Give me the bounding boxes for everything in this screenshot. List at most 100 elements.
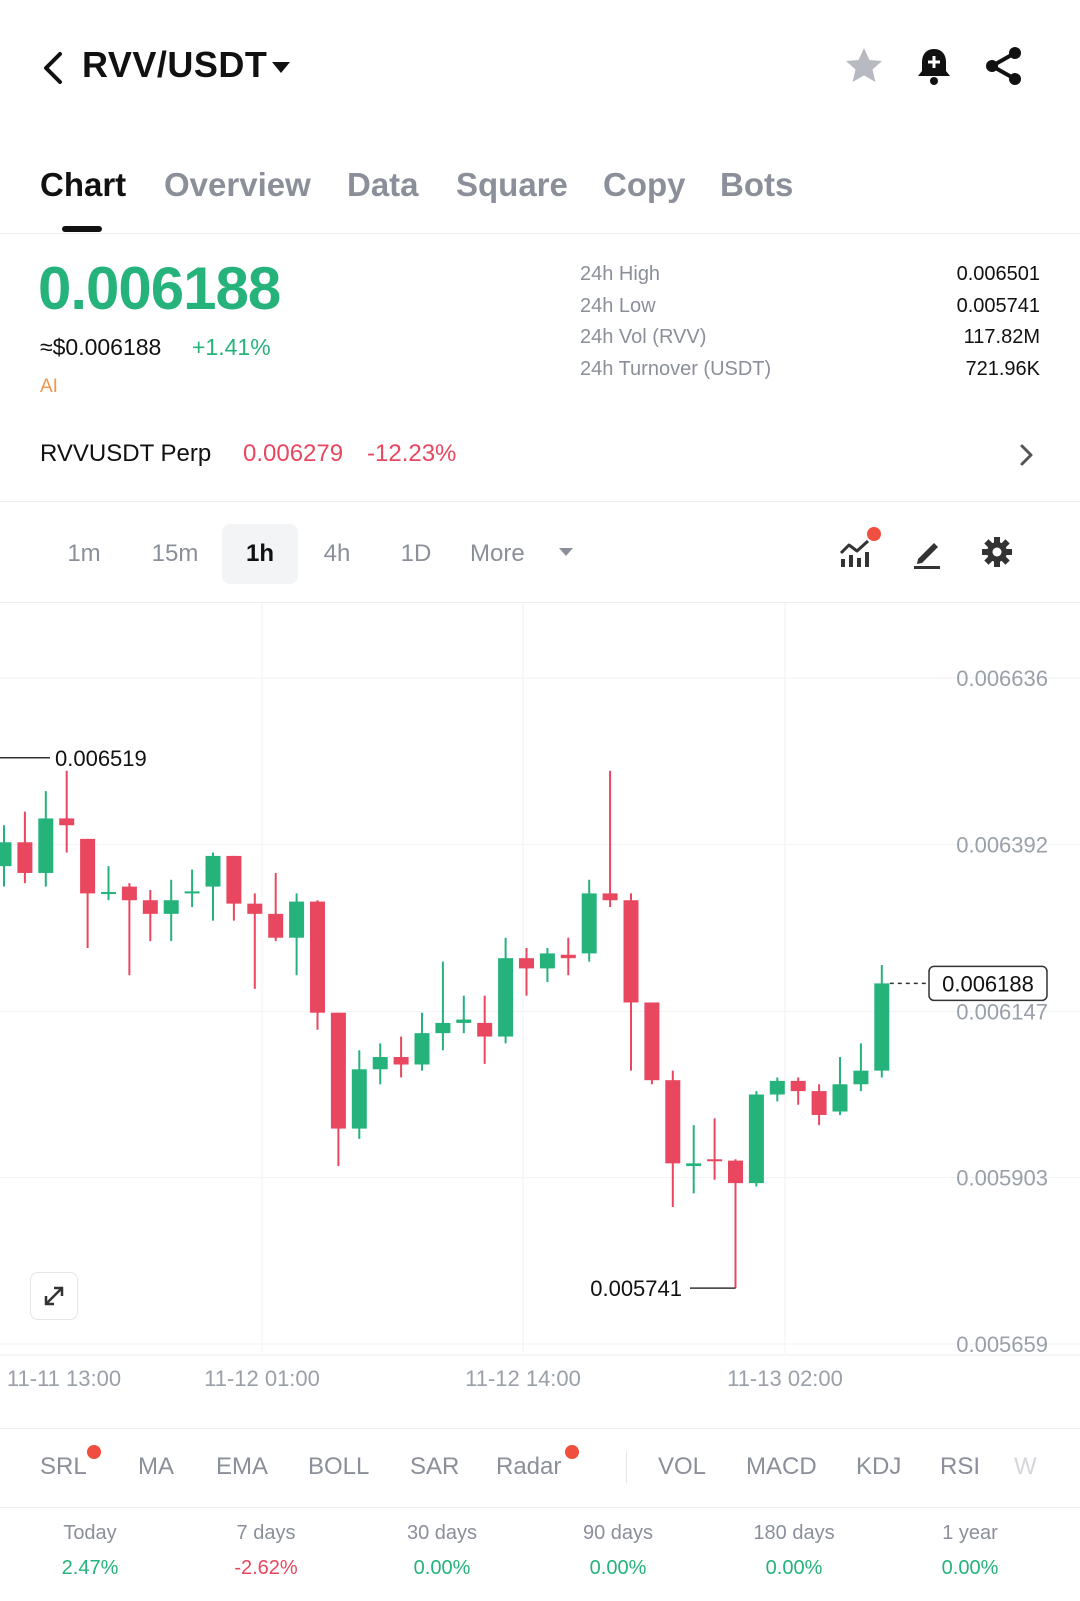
stat-label-vol: 24h Vol (RVV) xyxy=(580,326,707,348)
last-price: 0.006188 xyxy=(38,255,281,322)
stat-label-high: 24h High xyxy=(580,263,661,285)
interval-15m[interactable]: 15m xyxy=(151,540,199,567)
candle-body xyxy=(560,954,576,959)
perf-value: -2.62% xyxy=(234,1557,298,1579)
interval-1d[interactable]: 1D xyxy=(400,540,432,567)
tab-overview[interactable]: Overview xyxy=(164,166,311,203)
candle-body xyxy=(268,913,284,938)
tab-bar: Chart Overview Data Square Copy Bots xyxy=(0,160,1080,234)
chart-labels: 0.006636 0.006392 0.006147 0.005903 0.005659… xyxy=(0,666,1048,1391)
indicator-w[interactable]: W xyxy=(1014,1453,1037,1480)
star-icon[interactable] xyxy=(842,44,886,88)
perf-value: 2.47% xyxy=(61,1557,119,1579)
candle-body xyxy=(790,1080,806,1092)
top-bar: RVV/USDT xyxy=(0,0,1080,130)
indicator-sar[interactable]: SAR xyxy=(410,1453,460,1480)
candle-body xyxy=(17,842,33,873)
y-tick-label: 0.006392 xyxy=(956,832,1048,857)
settings-gear-icon[interactable] xyxy=(980,535,1014,569)
y-tick-label: 0.005903 xyxy=(956,1166,1048,1191)
interval-4h[interactable]: 4h xyxy=(323,540,351,567)
indicator-ema[interactable]: EMA xyxy=(216,1453,269,1480)
y-tick-label: 0.006147 xyxy=(956,999,1048,1024)
interval-1h[interactable]: 1h xyxy=(222,524,298,584)
share-icon[interactable] xyxy=(982,44,1026,88)
back-arrow-icon[interactable] xyxy=(36,48,72,88)
interval-1m[interactable]: 1m xyxy=(67,540,101,567)
indicator-vol[interactable]: VOL xyxy=(658,1453,707,1480)
perf-value: 0.00% xyxy=(765,1557,823,1579)
tab-bots[interactable]: Bots xyxy=(720,166,794,203)
perf-label: 180 days xyxy=(753,1522,835,1544)
tab-chart[interactable]: Chart xyxy=(40,166,127,203)
draw-pencil-icon[interactable] xyxy=(910,535,944,569)
tab-square[interactable]: Square xyxy=(456,166,568,203)
candle-body xyxy=(80,838,96,894)
indicator-ma[interactable]: MA xyxy=(138,1453,174,1480)
perp-row[interactable]: RVVUSDT Perp 0.006279 -12.23% xyxy=(0,428,1080,502)
candle-body xyxy=(226,855,242,904)
more-caret-icon[interactable] xyxy=(559,548,573,556)
candle-body xyxy=(728,1160,743,1184)
candlestick-chart[interactable]: 0.006636 0.006392 0.006147 0.005903 0.005659… xyxy=(0,603,1080,1428)
high-marker-label: 0.006519 xyxy=(55,746,147,771)
perp-change: -12.23% xyxy=(367,440,457,467)
interval-more[interactable]: More xyxy=(470,540,525,567)
perp-name: RVVUSDT Perp xyxy=(40,440,212,467)
candle-body xyxy=(581,893,597,954)
tab-copy[interactable]: Copy xyxy=(603,166,686,203)
indicator-srl[interactable]: SRL xyxy=(40,1453,87,1480)
price-change: +1.41% xyxy=(192,334,271,360)
indicator-macd[interactable]: MACD xyxy=(746,1453,817,1480)
radar-notification-dot xyxy=(565,1445,579,1459)
candle-body xyxy=(853,1070,869,1085)
x-tick-label: 11-12 01:00 xyxy=(204,1366,320,1391)
indicators-icon[interactable] xyxy=(838,535,872,569)
candle-body xyxy=(498,958,514,1037)
candle-body xyxy=(372,1057,388,1070)
usd-price: ≈$0.006188 xyxy=(40,334,162,360)
candle-body xyxy=(539,953,555,969)
candle-body xyxy=(519,958,534,969)
stat-value-low: 0.005741 xyxy=(956,295,1040,317)
perf-label: 30 days xyxy=(406,1522,478,1544)
low-marker-label: 0.005741 xyxy=(590,1276,682,1301)
perf-today: Today 2.47% xyxy=(0,1522,180,1580)
indicator-radar[interactable]: Radar xyxy=(496,1453,562,1480)
perf-90-days: 90 days 0.00% xyxy=(528,1522,708,1580)
perf-value: 0.00% xyxy=(413,1557,471,1579)
indicator-boll[interactable]: BOLL xyxy=(308,1453,370,1480)
candle-body xyxy=(602,893,618,901)
stat-label-low: 24h Low xyxy=(580,295,656,317)
tab-data[interactable]: Data xyxy=(347,166,419,203)
candle-body xyxy=(351,1069,367,1129)
perf-label: 90 days xyxy=(582,1522,654,1544)
fullscreen-button[interactable] xyxy=(30,1272,78,1320)
stat-label-turnover: 24h Turnover (USDT) xyxy=(580,358,772,380)
ai-label[interactable]: AI xyxy=(40,376,58,397)
active-tab-indicator xyxy=(62,226,102,232)
candle-body xyxy=(184,891,200,894)
indicator-rsi[interactable]: RSI xyxy=(940,1453,981,1480)
indicator-bar: SRL MA EMA BOLL SAR Radar VOL MACD KDJ R… xyxy=(0,1428,1080,1508)
y-tick-label: 0.006636 xyxy=(956,666,1048,691)
bell-add-icon[interactable] xyxy=(912,44,956,88)
expand-icon xyxy=(44,1286,64,1306)
candle-body xyxy=(748,1094,764,1184)
indicator-kdj[interactable]: KDJ xyxy=(856,1453,902,1480)
x-tick-label: 11-13 02:00 xyxy=(727,1366,843,1391)
dropdown-caret-icon[interactable] xyxy=(272,62,290,73)
pair-title[interactable]: RVV/USDT xyxy=(82,44,268,85)
y-tick-label: 0.005659 xyxy=(956,1332,1048,1357)
candle-body xyxy=(163,900,179,914)
x-tick-label: 11-11 13:00 xyxy=(7,1366,121,1391)
indicators-notification-dot xyxy=(867,527,881,541)
candle-body xyxy=(289,901,305,938)
performance-row: Today 2.47% 7 days -2.62% 30 days 0.00% … xyxy=(0,1510,1080,1601)
candle-body xyxy=(247,903,263,914)
candle-body xyxy=(59,818,75,826)
chevron-right-icon xyxy=(1020,444,1033,466)
candle-body xyxy=(38,818,54,873)
candle-body xyxy=(414,1033,430,1065)
last-price-box xyxy=(928,965,1048,1002)
